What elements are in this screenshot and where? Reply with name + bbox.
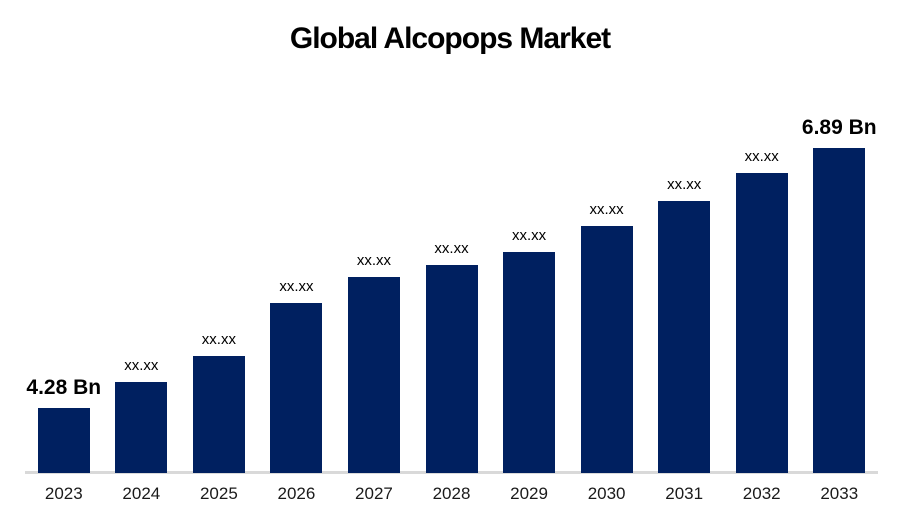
x-tick-label: 2025 xyxy=(199,484,238,503)
bar-value-label: xx.xx xyxy=(356,252,392,269)
x-tick-label: 2026 xyxy=(277,484,316,503)
bar-2029 xyxy=(503,252,556,473)
x-tick-label: 2024 xyxy=(122,484,161,503)
bar-value-label: xx.xx xyxy=(589,201,624,218)
bars-container: 4.28 Bn xx.xx xx.xx xx.xx xx.xx xx.xx xx.xx xx.… xyxy=(25,0,878,473)
bar-value-label: xx.xx xyxy=(279,278,314,295)
bar-2025 xyxy=(192,356,245,473)
bar-2027 xyxy=(347,277,400,473)
bar-column-2025: xx.xx xyxy=(180,332,258,473)
x-tick-label: 2032 xyxy=(742,484,781,503)
x-tick-label: 2033 xyxy=(820,484,859,503)
bar-value-label: xx.xx xyxy=(201,331,236,348)
bar-column-2029: xx.xx xyxy=(490,228,568,473)
bar-value-label: 4.28 Bn xyxy=(26,376,102,399)
x-tick-label: 2028 xyxy=(432,484,471,503)
bar-column-2024: xx.xx xyxy=(103,358,181,473)
x-tick-label: 2023 xyxy=(44,484,83,503)
bar-value-label: xx.xx xyxy=(511,227,547,244)
bar-column-2033: 6.89 Bn xyxy=(800,117,878,473)
bar-column-2031: xx.xx xyxy=(645,177,723,473)
x-tick-label: 2027 xyxy=(355,484,393,503)
bar-value-label: 6.89 Bn xyxy=(801,116,877,139)
bar-column-2023: 4.28 Bn xyxy=(25,377,103,473)
bar-2033 xyxy=(813,148,866,473)
bar-2030 xyxy=(580,226,633,473)
chart-title: Global Alcopops Market xyxy=(289,22,611,55)
bar-2031 xyxy=(658,201,711,473)
bar-2032 xyxy=(735,173,788,473)
bar-value-label: xx.xx xyxy=(667,176,702,193)
bar-column-2027: xx.xx xyxy=(335,253,413,473)
bar-value-label: xx.xx xyxy=(434,240,469,257)
plot-area: 4.28 Bn xx.xx xx.xx xx.xx xx.xx xx.xx xx.xx xx.… xyxy=(25,0,878,525)
bar-2023 xyxy=(37,408,90,473)
x-tick-label: 2030 xyxy=(587,484,626,503)
bar-value-label: xx.xx xyxy=(124,357,159,374)
x-tick-label: 2029 xyxy=(510,484,548,503)
bar-column-2032: xx.xx xyxy=(723,149,801,473)
bar-column-2028: xx.xx xyxy=(413,241,491,473)
bar-2028 xyxy=(425,265,478,473)
x-axis-tick-labels: 2023 2024 2025 2026 2027 2028 2029 2030 2031 2032… xyxy=(25,485,878,502)
bar-2024 xyxy=(115,382,168,473)
bar-2026 xyxy=(270,303,323,473)
x-tick-label: 2031 xyxy=(665,484,704,503)
bar-value-label: xx.xx xyxy=(744,148,779,165)
bar-column-2030: xx.xx xyxy=(568,202,646,473)
bar-column-2026: xx.xx xyxy=(258,279,336,473)
